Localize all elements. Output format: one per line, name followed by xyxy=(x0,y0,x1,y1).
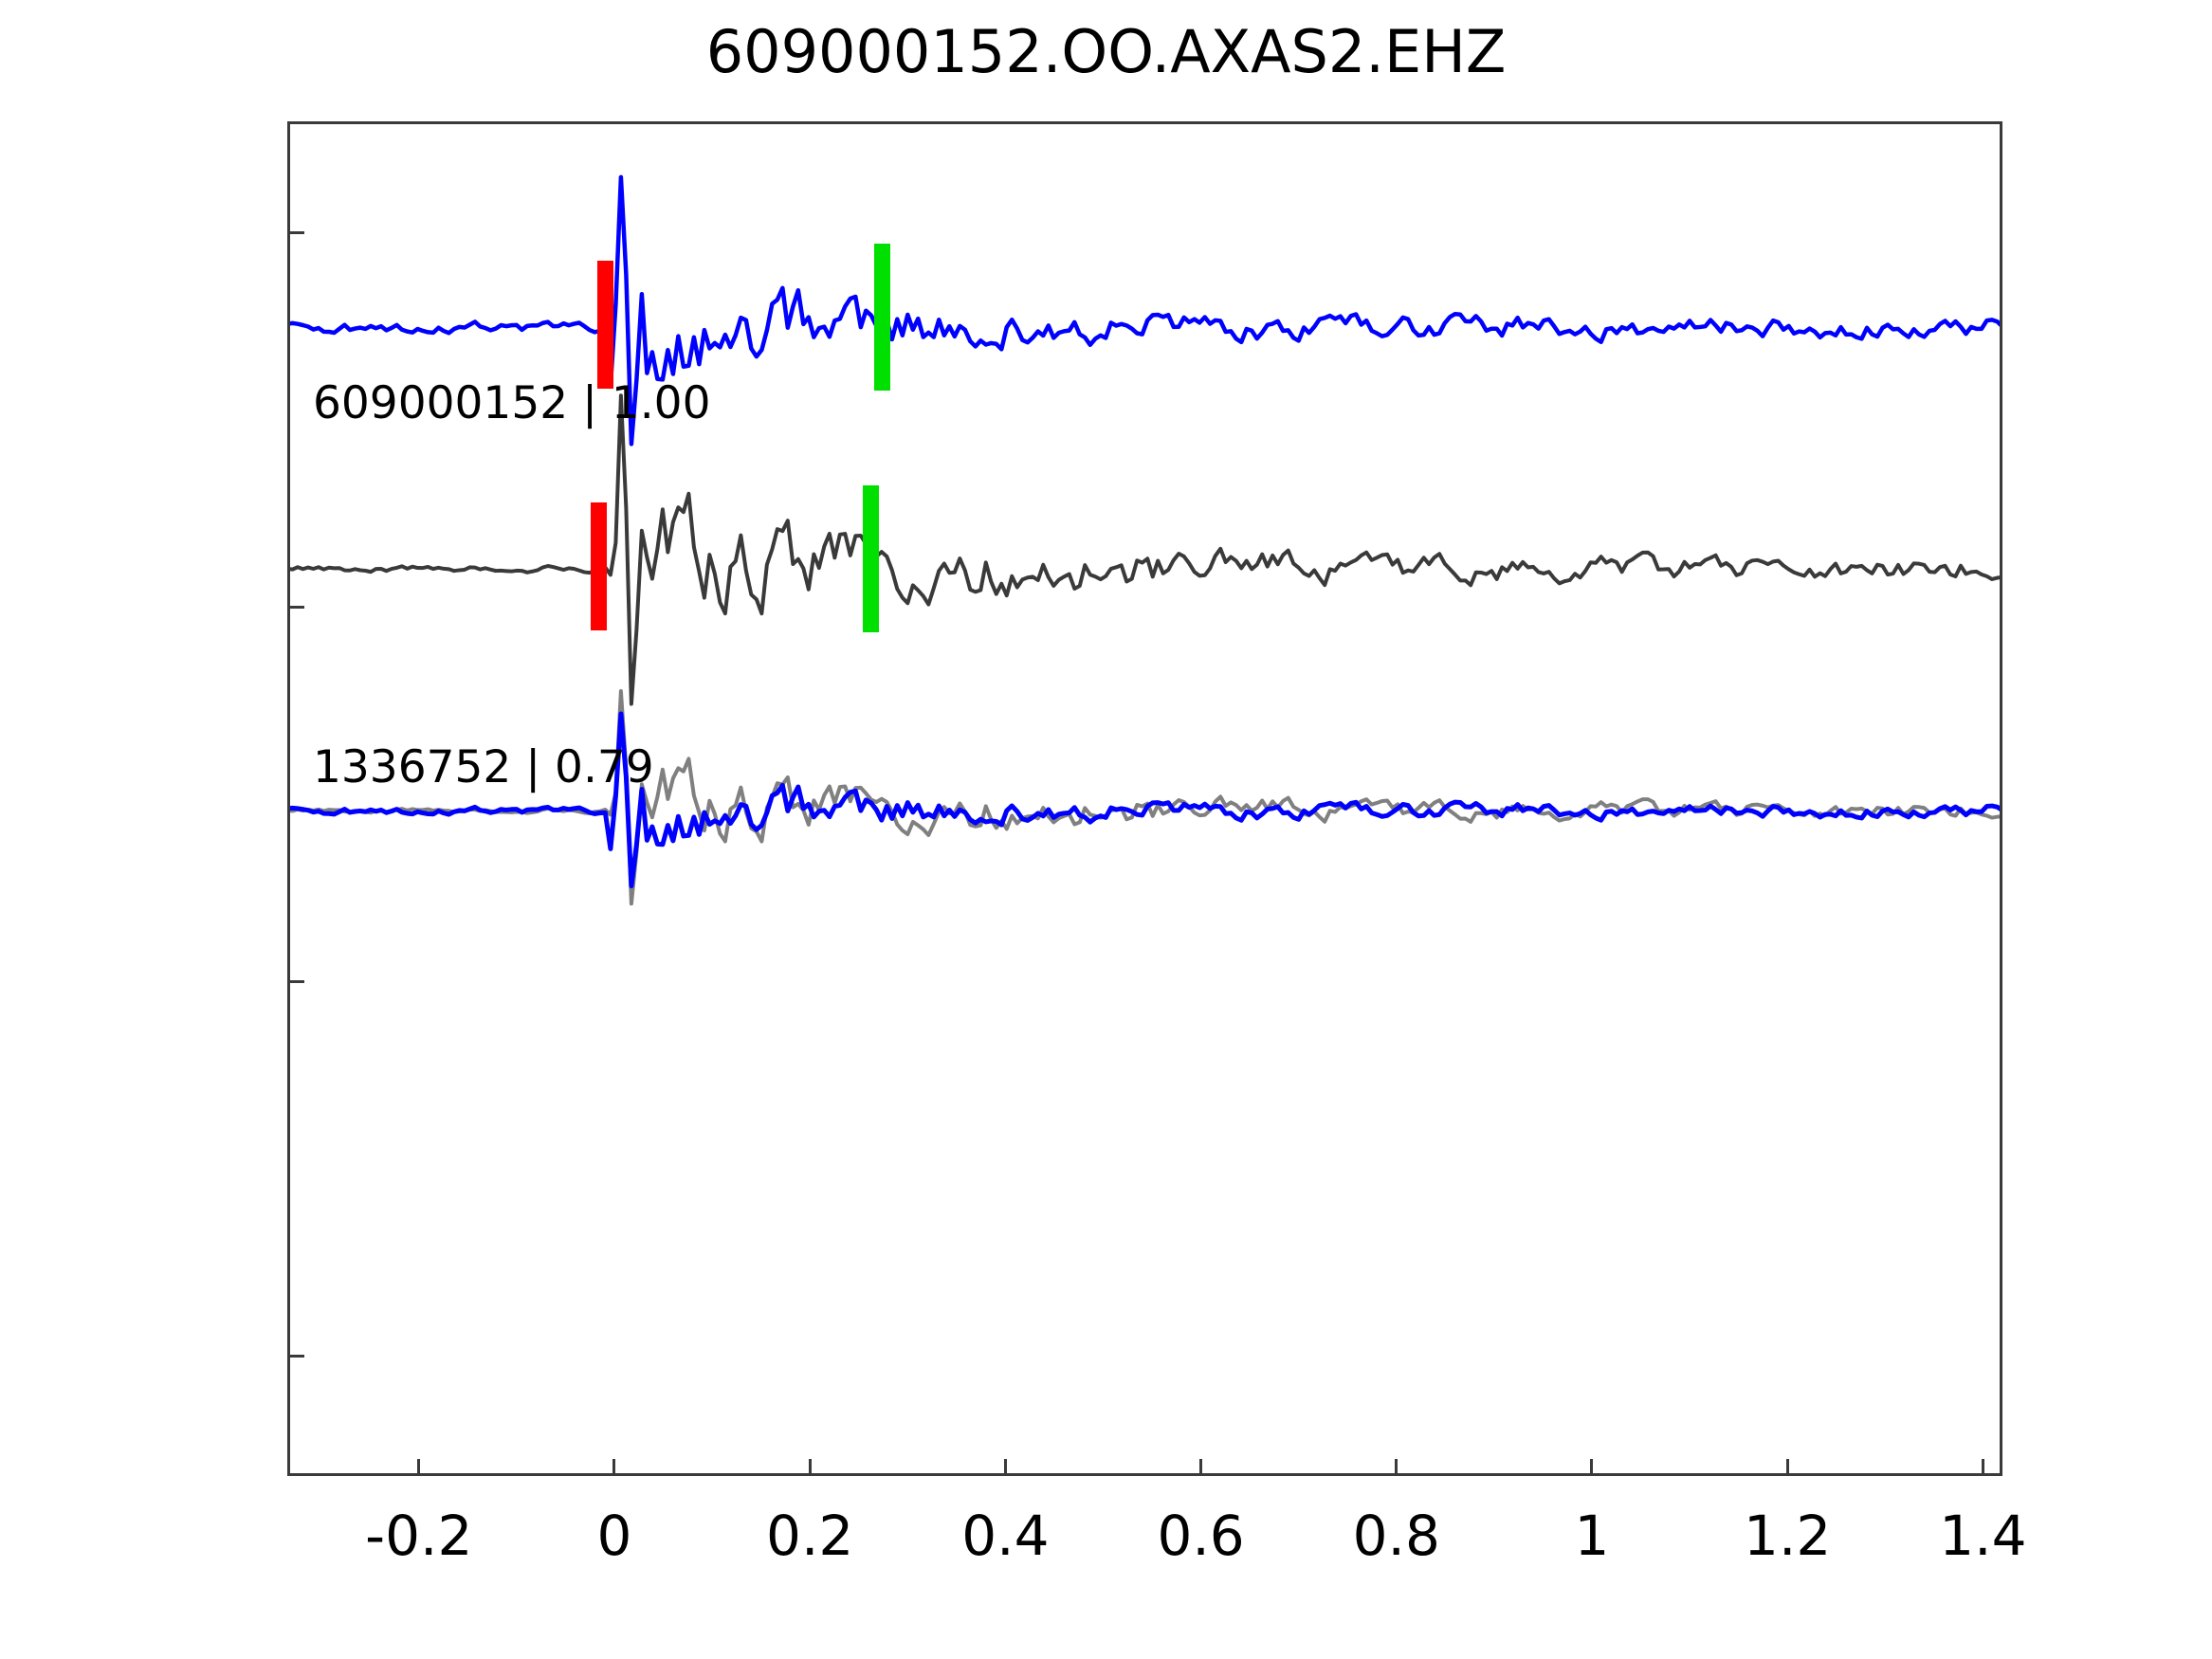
y-tick-mark xyxy=(287,979,304,983)
x-tick-label: 1.2 xyxy=(1744,1504,1832,1568)
x-tick-mark xyxy=(1003,1459,1007,1476)
y-tick-mark xyxy=(287,605,304,609)
x-tick-label: 0.2 xyxy=(766,1504,854,1568)
x-tick-mark xyxy=(1199,1459,1203,1476)
plot-axes xyxy=(287,121,2002,1476)
x-tick-mark xyxy=(1981,1459,1984,1476)
waveform-overlay-detection xyxy=(287,689,2002,906)
s-pick-marker xyxy=(874,244,891,391)
p-pick-marker xyxy=(591,502,608,630)
x-tick-label: 0.8 xyxy=(1352,1504,1440,1568)
x-tick-mark xyxy=(612,1459,616,1476)
page-title: 609000152.OO.AXAS2.EHZ xyxy=(705,17,1507,86)
y-tick-mark xyxy=(287,230,304,234)
trace-label-609000152: 609000152 | 1.00 xyxy=(313,377,711,429)
x-tick-label: 1 xyxy=(1574,1504,1610,1568)
waveform-template xyxy=(287,174,2002,447)
x-tick-label: 1.4 xyxy=(1939,1504,2027,1568)
waveform-overlay-template xyxy=(287,711,2002,889)
x-tick-label: -0.2 xyxy=(365,1504,473,1568)
x-tick-label: 0 xyxy=(596,1504,632,1568)
p-pick-marker xyxy=(596,261,613,389)
x-tick-mark xyxy=(417,1459,421,1476)
x-tick-label: 0.4 xyxy=(961,1504,1050,1568)
trace-label-1336752: 1336752 | 0.79 xyxy=(313,741,654,793)
waveform-detection xyxy=(287,393,2002,706)
y-tick-mark xyxy=(287,1354,304,1358)
x-tick-mark xyxy=(808,1459,812,1476)
waveform-canvas xyxy=(287,174,2002,906)
s-pick-marker xyxy=(863,485,880,632)
x-tick-mark xyxy=(1395,1459,1398,1476)
x-tick-label: 0.6 xyxy=(1157,1504,1245,1568)
x-tick-mark xyxy=(1590,1459,1594,1476)
x-tick-mark xyxy=(1785,1459,1789,1476)
